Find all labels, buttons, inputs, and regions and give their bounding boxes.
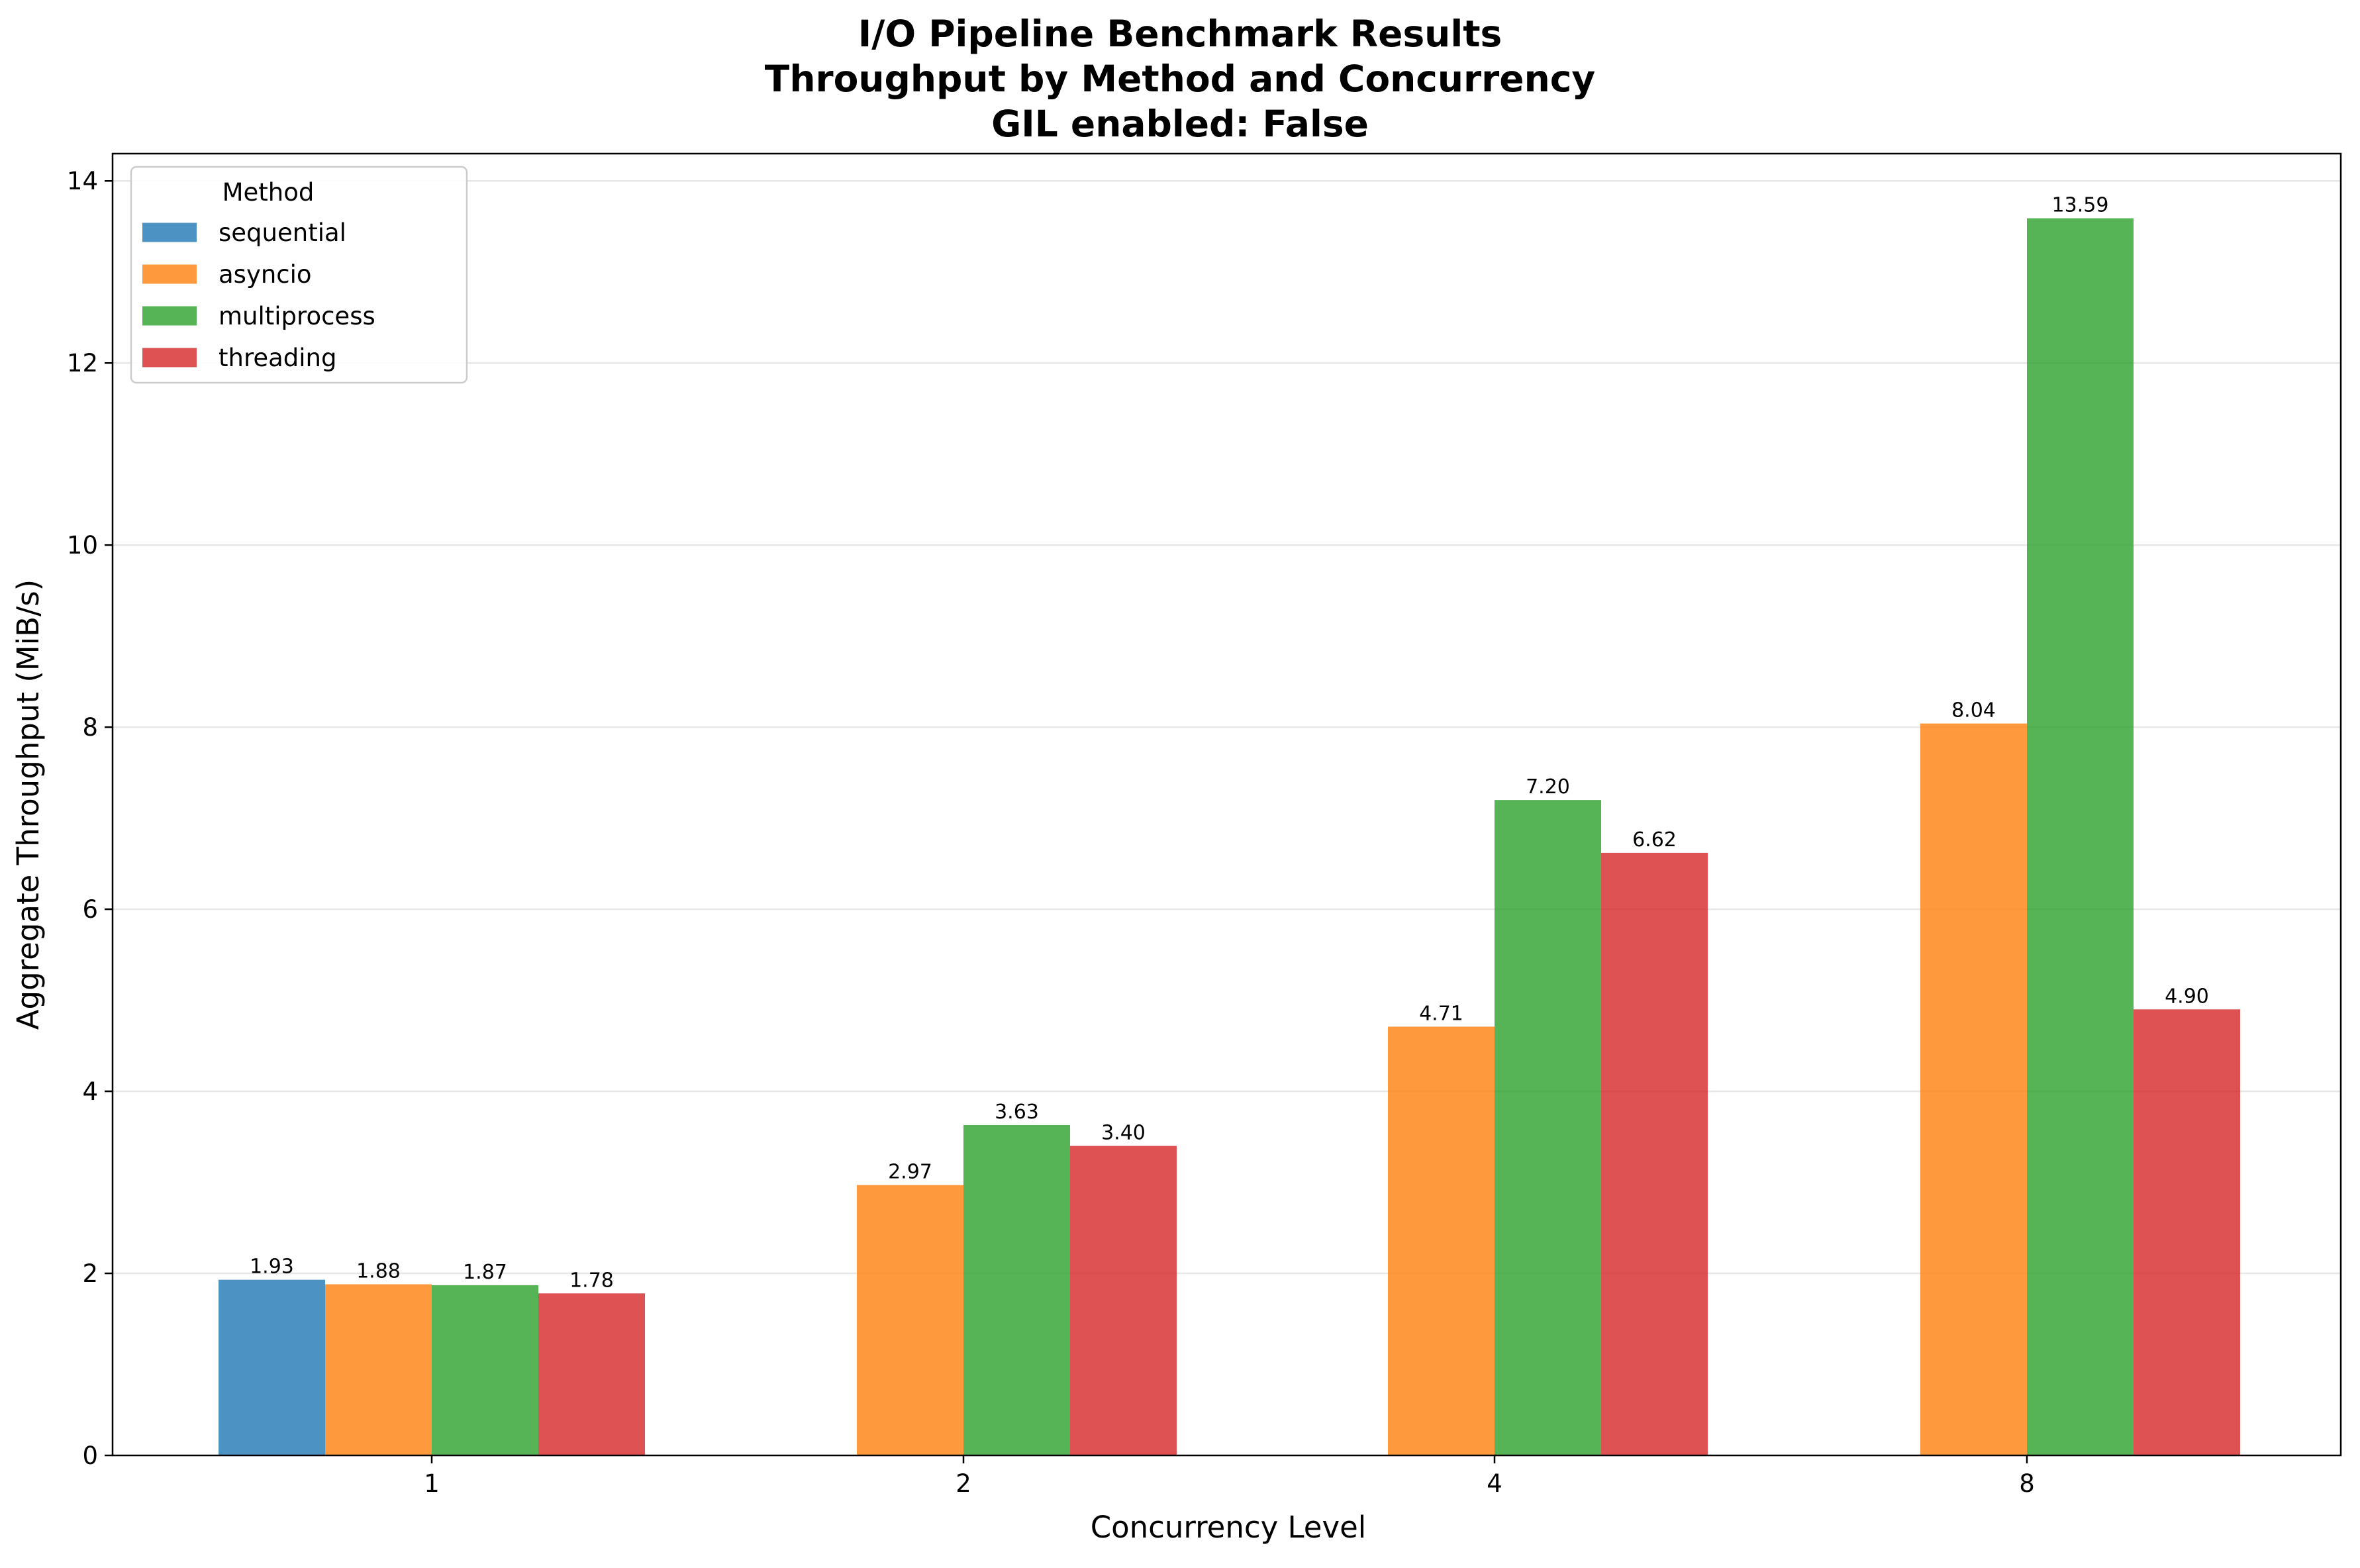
bar-multiprocess-4 [1495, 800, 1601, 1455]
chart-title-line-1: I/O Pipeline Benchmark Results [858, 13, 1502, 55]
data-label-threading-8: 4.90 [2165, 985, 2209, 1008]
y-tick-label: 2 [82, 1259, 98, 1288]
data-label-threading-2: 3.40 [1101, 1122, 1146, 1145]
y-axis-ticks: 0 2 4 6 8 10 12 14 [67, 167, 113, 1470]
bar-threading-2 [1070, 1146, 1177, 1455]
bar-asyncio-8 [1920, 723, 2027, 1455]
bar-multiprocess-8 [2027, 218, 2134, 1456]
legend-label-sequential: sequential [219, 219, 346, 247]
y-tick-label: 12 [67, 349, 98, 377]
bar-asyncio-4 [1388, 1026, 1495, 1455]
x-tick-label: 2 [956, 1469, 971, 1498]
data-label-multiprocess-2: 3.63 [995, 1101, 1039, 1124]
chart-title-line-3: GIL enabled: False [991, 103, 1369, 145]
bar-threading-1 [538, 1293, 645, 1455]
legend-swatch-sequential [142, 222, 197, 242]
legend-frame [130, 166, 468, 384]
data-label-sequential-1: 1.93 [250, 1255, 294, 1279]
x-axis-label: Concurrency Level [1091, 1510, 1367, 1545]
chart-title-line-2: Throughput by Method and Concurrency [765, 58, 1595, 100]
data-label-multiprocess-4: 7.20 [1526, 775, 1570, 799]
bar-asyncio-1 [325, 1284, 432, 1455]
y-tick-label: 6 [82, 895, 98, 924]
bar-multiprocess-1 [432, 1285, 538, 1455]
bar-multiprocess-2 [963, 1124, 1070, 1455]
bar-threading-4 [1601, 852, 1708, 1455]
y-tick-label: 14 [67, 167, 98, 195]
legend-swatch-asyncio [142, 264, 197, 284]
legend-title: Method [222, 178, 315, 207]
legend-label-multiprocess: multiprocess [219, 302, 375, 330]
data-labels: 1.93 1.88 2.97 4.71 8.04 1.87 3.63 7.20 13.59 1.7… [250, 194, 2209, 1293]
y-tick-label: 0 [82, 1442, 98, 1470]
bar-threading-8 [2134, 1009, 2240, 1455]
bars [219, 218, 2240, 1456]
data-label-multiprocess-1: 1.87 [463, 1261, 507, 1284]
legend-label-threading: threading [219, 344, 337, 372]
legend-swatch-threading [142, 348, 197, 368]
legend-entries: sequential asyncio multiprocess threading [142, 219, 375, 372]
data-label-asyncio-8: 8.04 [1951, 699, 1996, 722]
x-tick-label: 4 [1487, 1469, 1502, 1498]
plot-area-frame [111, 152, 2342, 1457]
x-tick-label: 1 [424, 1469, 440, 1498]
grid-lines [113, 179, 2341, 1275]
legend: Method sequential asyncio multiprocess thre… [130, 166, 468, 384]
y-axis-label: Aggregate Throughput (MiB/s) [11, 579, 46, 1030]
data-label-asyncio-2: 2.97 [888, 1161, 932, 1184]
data-label-threading-4: 6.62 [1632, 828, 1677, 852]
x-axis-ticks: 1 2 4 8 [424, 1455, 2035, 1498]
y-tick-label: 8 [82, 713, 98, 742]
data-label-multiprocess-8: 13.59 [2052, 194, 2109, 217]
data-label-threading-1: 1.78 [569, 1269, 614, 1292]
chart-title: I/O Pipeline Benchmark Results Throughpu… [765, 13, 1595, 145]
bar-sequential-1 [219, 1279, 325, 1455]
x-tick-label: 8 [2019, 1469, 2035, 1498]
legend-label-asyncio: asyncio [219, 260, 312, 289]
data-label-asyncio-4: 4.71 [1419, 1002, 1463, 1025]
y-tick-label: 10 [67, 531, 98, 560]
bar-asyncio-2 [857, 1185, 963, 1455]
data-label-asyncio-1: 1.88 [356, 1260, 401, 1283]
y-tick-label: 4 [82, 1077, 98, 1106]
legend-swatch-multiprocess [142, 306, 197, 326]
